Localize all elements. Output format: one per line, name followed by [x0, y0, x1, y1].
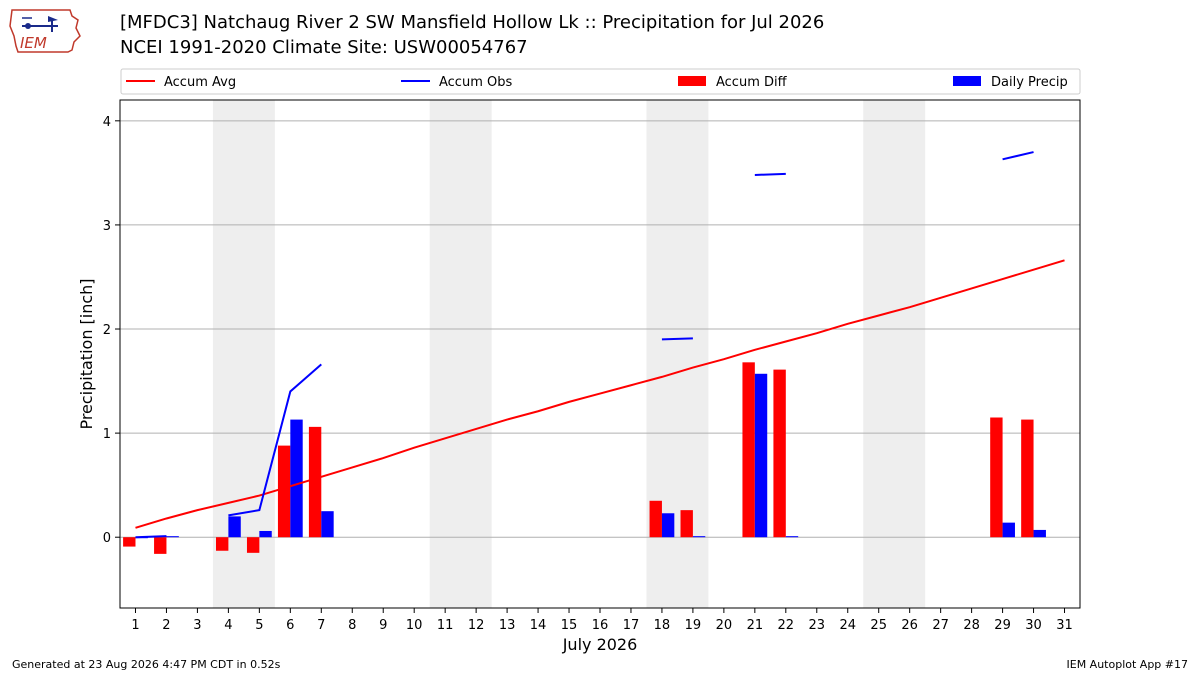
x-tick-label: 19 — [685, 618, 702, 633]
x-tick-label: 3 — [193, 618, 201, 633]
daily-precip-bar — [785, 536, 799, 538]
bars — [123, 362, 1046, 554]
weekend-shade-band — [429, 100, 492, 608]
x-tick-label: 1 — [131, 618, 139, 633]
x-tick-label: 11 — [437, 618, 454, 633]
x-tick-label: 26 — [901, 618, 918, 633]
svg-text:IEM: IEM — [20, 34, 47, 52]
y-axis-label: Precipitation [inch] — [77, 278, 96, 429]
accum-diff-bar — [123, 537, 136, 547]
daily-precip-bar — [1002, 522, 1015, 538]
accum-diff-bar — [1021, 419, 1034, 538]
daily-precip-bar — [228, 516, 241, 538]
legend-accum-diff-label: Accum Diff — [716, 75, 788, 90]
x-tick-label: 24 — [839, 618, 856, 633]
generated-timestamp: Generated at 23 Aug 2026 4:47 PM CDT in … — [12, 658, 281, 671]
x-tick-label: 8 — [348, 618, 356, 633]
x-tick-label: 16 — [592, 618, 609, 633]
app-label: IEM Autoplot App #17 — [1066, 658, 1189, 671]
accum-obs-line — [1002, 151, 1034, 161]
accum-diff-bar — [216, 537, 229, 551]
x-tick-label: 14 — [530, 618, 547, 633]
legend-accum-avg-label: Accum Avg — [164, 75, 236, 90]
daily-precip-bar — [259, 530, 272, 538]
daily-precip-bar — [166, 536, 179, 538]
x-axis-label: July 2026 — [562, 635, 638, 654]
x-tick-label: 27 — [932, 618, 949, 633]
accum-obs-line — [228, 363, 322, 517]
x-tick-label: 30 — [1025, 618, 1042, 633]
weekend-shade-band — [212, 100, 275, 608]
weekend-shading — [212, 100, 926, 608]
daily-precip-bar — [321, 511, 334, 538]
daily-precip-bar — [754, 373, 768, 538]
x-tick-label: 5 — [255, 618, 263, 633]
accum-obs-line — [754, 172, 786, 176]
chart-subtitle: NCEI 1991-2020 Climate Site: USW00054767 — [120, 37, 528, 58]
x-tick-label: 17 — [623, 618, 640, 633]
accum-diff-bar — [773, 369, 786, 538]
accum-diff-bar — [649, 500, 662, 538]
x-tick-label: 25 — [870, 618, 887, 633]
x-tick-label: 12 — [468, 618, 485, 633]
legend-frame — [120, 68, 1081, 95]
weekend-shade-band — [863, 100, 926, 608]
x-tick-label: 18 — [654, 618, 671, 633]
accum-diff-bar — [680, 510, 693, 538]
y-tick-label: 0 — [103, 531, 111, 546]
x-tick-label: 21 — [747, 618, 764, 633]
daily-precip-bar — [661, 513, 675, 538]
accum-diff-bar — [742, 362, 755, 538]
x-tick-label: 23 — [809, 618, 826, 633]
chart-title: [MFDC3] Natchaug River 2 SW Mansfield Ho… — [120, 12, 825, 33]
iem-logo: IEM — [8, 6, 82, 62]
legend-daily-precip-label: Daily Precip — [991, 75, 1068, 90]
accum-obs-line — [135, 535, 167, 539]
legend: Accum Avg Accum Obs Accum Diff Daily Precip — [120, 68, 1081, 95]
daily-precip-bar — [290, 419, 303, 538]
y-tick-label: 2 — [103, 323, 111, 338]
x-tick-label: 10 — [406, 618, 423, 633]
iowa-state-logo-icon: IEM — [9, 9, 81, 53]
x-tick-label: 13 — [499, 618, 516, 633]
daily-precip-bar — [1033, 529, 1046, 538]
y-tick-label: 4 — [103, 115, 111, 130]
accum-diff-bar — [990, 417, 1003, 538]
x-tick-label: 6 — [286, 618, 294, 633]
x-tick-label: 4 — [224, 618, 232, 633]
y-tick-label: 1 — [103, 427, 111, 442]
daily-precip-bar — [692, 536, 706, 538]
lines — [135, 151, 1065, 539]
x-tick-label: 7 — [317, 618, 325, 633]
legend-daily-precip-swatch — [953, 76, 981, 86]
x-tick-label: 2 — [162, 618, 170, 633]
accum-diff-bar — [154, 537, 167, 554]
accum-diff-bar — [308, 426, 322, 538]
legend-accum-obs-label: Accum Obs — [439, 75, 512, 90]
legend-accum-diff-swatch — [678, 76, 706, 86]
accum-diff-bar — [277, 445, 291, 538]
x-tick-label: 28 — [963, 618, 980, 633]
x-tick-label: 29 — [994, 618, 1011, 633]
x-tick-label: 15 — [561, 618, 578, 633]
y-tick-label: 3 — [103, 219, 111, 234]
x-tick-label: 31 — [1056, 618, 1073, 633]
accum-diff-bar — [246, 537, 260, 553]
accum-avg-line — [135, 259, 1065, 529]
x-tick-label: 22 — [778, 618, 795, 633]
accum-obs-line — [661, 337, 693, 341]
x-tick-label: 20 — [716, 618, 733, 633]
x-tick-label: 9 — [379, 618, 387, 633]
